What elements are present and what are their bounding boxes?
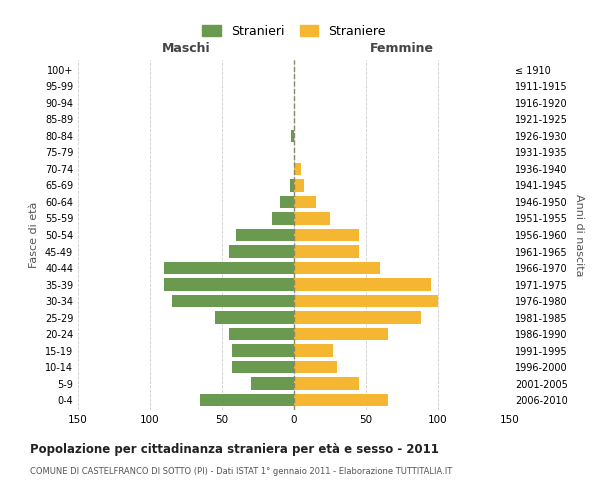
Bar [294,246,359,258]
Bar [294,163,301,175]
Bar [294,278,431,290]
Bar [294,361,337,374]
Bar [294,229,359,241]
Bar [229,246,294,258]
Bar [294,328,388,340]
Bar [294,180,304,192]
Bar [294,295,438,307]
Bar [294,212,330,224]
Bar [291,130,294,142]
Bar [200,394,294,406]
Bar [236,229,294,241]
Bar [294,344,333,357]
Bar [294,394,388,406]
Bar [164,278,294,290]
Bar [232,344,294,357]
Bar [229,328,294,340]
Legend: Stranieri, Straniere: Stranieri, Straniere [199,21,389,42]
Bar [172,295,294,307]
Bar [290,180,294,192]
Bar [294,378,359,390]
Bar [164,262,294,274]
Bar [232,361,294,374]
Bar [294,312,421,324]
Text: Popolazione per cittadinanza straniera per età e sesso - 2011: Popolazione per cittadinanza straniera p… [30,442,439,456]
Bar [294,262,380,274]
Bar [280,196,294,208]
Y-axis label: Fasce di età: Fasce di età [29,202,39,268]
Bar [215,312,294,324]
Bar [294,196,316,208]
Text: COMUNE DI CASTELFRANCO DI SOTTO (PI) - Dati ISTAT 1° gennaio 2011 - Elaborazione: COMUNE DI CASTELFRANCO DI SOTTO (PI) - D… [30,468,452,476]
Text: Maschi: Maschi [161,42,211,55]
Y-axis label: Anni di nascita: Anni di nascita [574,194,584,276]
Bar [251,378,294,390]
Text: Femmine: Femmine [370,42,434,55]
Bar [272,212,294,224]
